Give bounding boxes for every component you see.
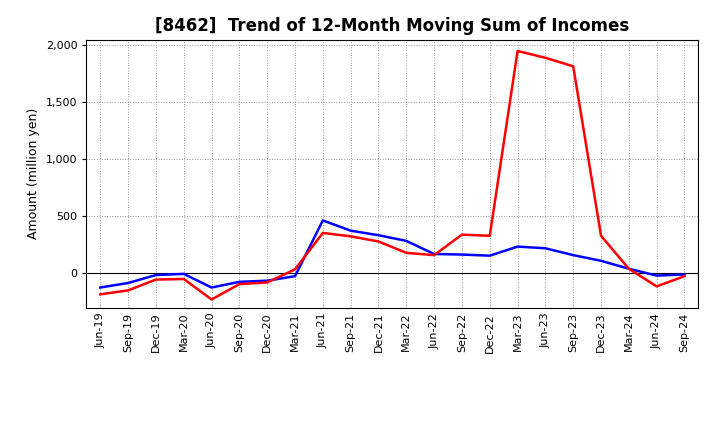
- Ordinary Income: [207, 285, 216, 290]
- Ordinary Income: [541, 246, 550, 251]
- Ordinary Income: [652, 273, 661, 278]
- Net Income: [680, 274, 689, 279]
- Net Income: [152, 277, 161, 282]
- Ordinary Income: [485, 253, 494, 258]
- Title: [8462]  Trend of 12-Month Moving Sum of Incomes: [8462] Trend of 12-Month Moving Sum of I…: [156, 17, 629, 35]
- Ordinary Income: [124, 280, 132, 286]
- Net Income: [291, 267, 300, 272]
- Net Income: [374, 239, 383, 244]
- Net Income: [541, 55, 550, 60]
- Ordinary Income: [96, 285, 104, 290]
- Line: Net Income: Net Income: [100, 51, 685, 300]
- Line: Ordinary Income: Ordinary Income: [100, 220, 685, 287]
- Net Income: [402, 250, 410, 256]
- Ordinary Income: [152, 272, 161, 278]
- Net Income: [207, 297, 216, 302]
- Net Income: [179, 276, 188, 282]
- Net Income: [624, 266, 633, 271]
- Ordinary Income: [235, 279, 243, 285]
- Ordinary Income: [346, 228, 355, 233]
- Net Income: [124, 288, 132, 293]
- Net Income: [96, 292, 104, 297]
- Net Income: [652, 284, 661, 289]
- Ordinary Income: [318, 218, 327, 223]
- Ordinary Income: [179, 271, 188, 276]
- Ordinary Income: [458, 252, 467, 257]
- Net Income: [569, 64, 577, 69]
- Ordinary Income: [597, 258, 606, 264]
- Net Income: [597, 233, 606, 238]
- Y-axis label: Amount (million yen): Amount (million yen): [27, 108, 40, 239]
- Ordinary Income: [513, 244, 522, 249]
- Ordinary Income: [291, 274, 300, 279]
- Net Income: [235, 282, 243, 287]
- Ordinary Income: [430, 251, 438, 257]
- Ordinary Income: [569, 253, 577, 258]
- Net Income: [513, 48, 522, 54]
- Net Income: [485, 233, 494, 238]
- Net Income: [318, 230, 327, 235]
- Ordinary Income: [263, 278, 271, 283]
- Ordinary Income: [402, 238, 410, 244]
- Ordinary Income: [374, 233, 383, 238]
- Net Income: [458, 232, 467, 237]
- Net Income: [263, 280, 271, 285]
- Ordinary Income: [624, 266, 633, 271]
- Net Income: [430, 253, 438, 258]
- Net Income: [346, 234, 355, 239]
- Ordinary Income: [680, 272, 689, 277]
